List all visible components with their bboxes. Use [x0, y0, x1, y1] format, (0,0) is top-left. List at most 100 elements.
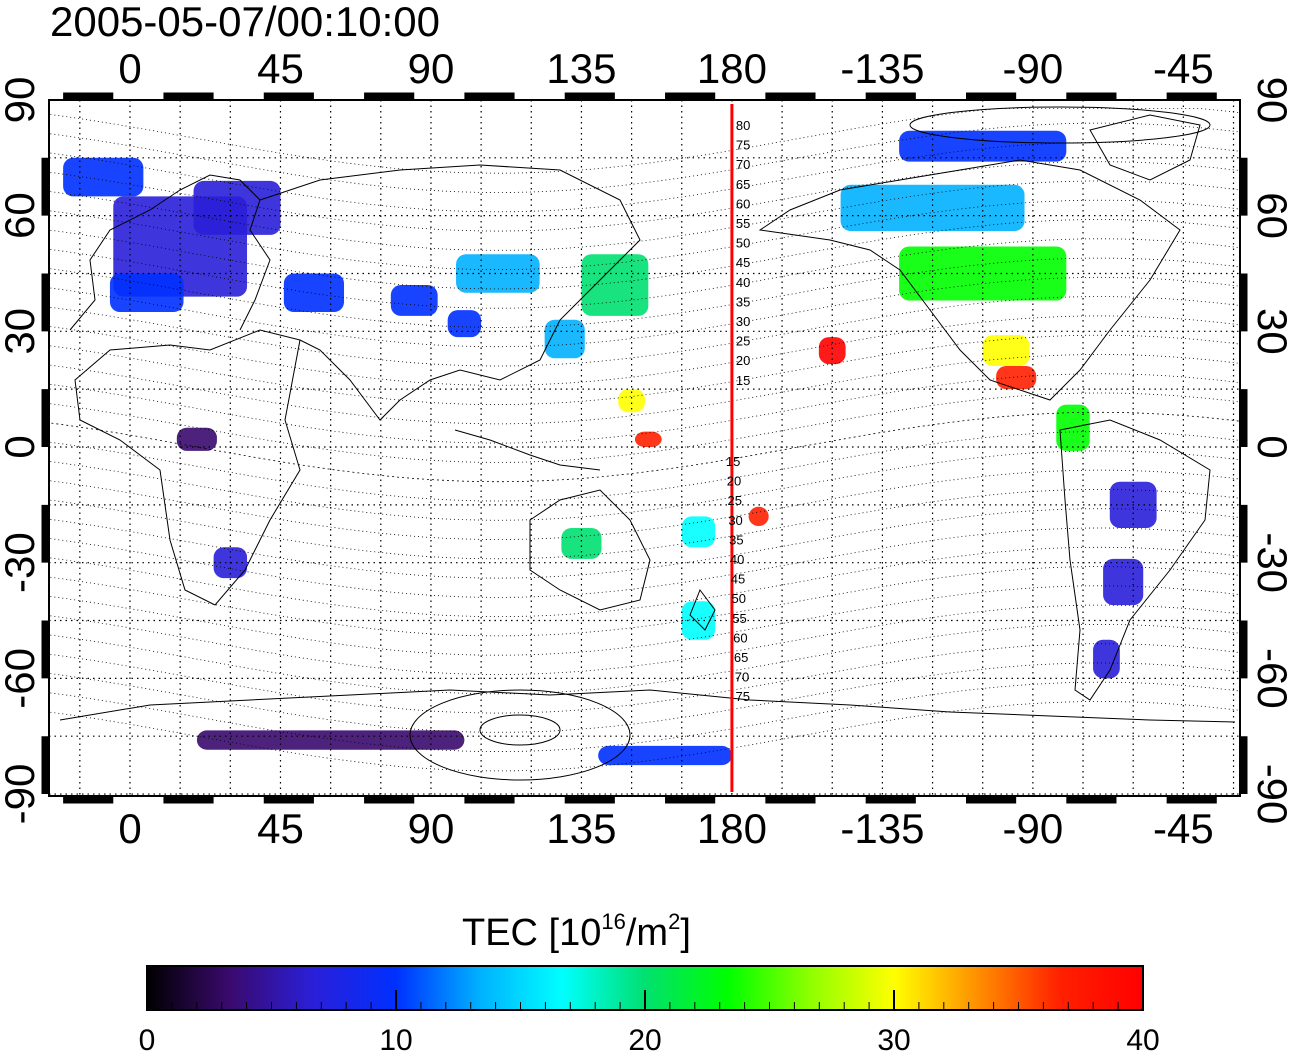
mlat-label-north: 50: [736, 236, 750, 251]
bottom-longitude-tick-label: -90: [1003, 805, 1064, 852]
mlat-label-north: 25: [736, 334, 750, 349]
right-latitude-ticks: 90 60 30 0 -30 -60 -90: [1249, 77, 1292, 825]
mlat-label-north: 75: [736, 138, 750, 153]
left-latitude-ticks: 90 60 30 0 -30 -60 -90: [0, 77, 43, 825]
colorbar-tick-label: 20: [628, 1024, 661, 1057]
magnetic-latitude-labels: 80 75 70 65 60 55 50 45 40 35 30 25 20 15 15 20 25 30 35 40…: [726, 118, 750, 704]
coastline-layer: [59, 106, 1236, 781]
right-latitude-tick-label: 60: [1249, 192, 1292, 239]
europe-coastline: [69, 174, 271, 331]
left-latitude-tick-label: -90: [0, 764, 43, 825]
tec-patch: [996, 366, 1037, 390]
tec-patch: [618, 389, 645, 413]
asia-coastline: [259, 164, 641, 421]
tec-patch: [1093, 639, 1120, 679]
mlat-label-south: 35: [729, 532, 743, 547]
left-latitude-tick-label: 90: [0, 77, 43, 124]
bottom-longitude-tick-label: 135: [546, 805, 616, 852]
mlat-label-north: 40: [736, 275, 750, 290]
mlat-contour: [49, 411, 1240, 483]
tec-patch: [899, 246, 1067, 301]
tec-patch: [193, 180, 281, 235]
top-longitude-tick-label: 0: [118, 45, 141, 92]
mlat-label-south: 70: [735, 670, 749, 685]
bottom-longitude-ticks: 0 45 90 135 180 -135 -90 -45: [118, 805, 1213, 852]
colorbar-tick-label: 40: [1126, 1024, 1159, 1057]
tec-patch: [818, 337, 846, 365]
north-america-coastline: [758, 159, 1181, 401]
mlat-label-north: 15: [736, 373, 750, 388]
top-longitude-tick-label: 135: [546, 45, 616, 92]
newzealand-coastline: [689, 588, 716, 631]
south-america-coastline: [1059, 419, 1211, 701]
top-longitude-tick-label: -45: [1153, 45, 1214, 92]
right-latitude-tick-label: -30: [1249, 532, 1292, 593]
bottom-longitude-tick-label: 0: [118, 805, 141, 852]
indonesia-coastline: [454, 429, 601, 471]
left-latitude-tick-label: 0: [0, 435, 43, 458]
left-latitude-tick-label: 60: [0, 192, 43, 239]
bottom-longitude-tick-label: 180: [697, 805, 767, 852]
top-longitude-tick-label: -135: [840, 45, 924, 92]
mlat-label-south: 30: [728, 513, 742, 528]
magnetic-pole-contour-south-inner: [479, 714, 561, 746]
tec-patch: [681, 516, 716, 548]
tec-patch: [1103, 558, 1144, 606]
mlat-label-south: 25: [728, 493, 742, 508]
colorbar-label: TEC [1016/m2]: [462, 909, 691, 954]
tec-patch: [176, 427, 217, 451]
bottom-longitude-tick-label: -135: [840, 805, 924, 852]
mlat-contour: [49, 108, 1240, 174]
top-longitude-tick-label: 90: [408, 45, 455, 92]
bottom-longitude-tick-label: 90: [408, 805, 455, 852]
tec-patch: [899, 130, 1067, 162]
tec-patch: [109, 273, 184, 313]
mlat-label-north: 30: [736, 314, 750, 329]
mlat-label-north: 65: [736, 177, 750, 192]
left-latitude-tick-label: 30: [0, 308, 43, 355]
mlat-label-south: 55: [732, 611, 746, 626]
magnetic-pole-contour-south-outer: [409, 689, 631, 781]
bottom-longitude-tick-label: 45: [257, 805, 304, 852]
tec-patch: [840, 184, 1025, 232]
tec-patch: [63, 157, 144, 197]
mlat-label-south: 50: [732, 591, 746, 606]
tec-data-layer: [63, 130, 1157, 766]
mlat-label-north: 20: [736, 353, 750, 368]
mlat-label-south: 40: [730, 552, 744, 567]
top-longitude-ticks: 0 45 90 135 180 -135 -90 -45: [118, 45, 1213, 92]
tec-patch: [283, 273, 345, 313]
colorbar-tick-label: 0: [139, 1024, 156, 1057]
figure-title: 2005-05-07/00:10:00: [50, 0, 440, 45]
right-latitude-tick-label: -90: [1249, 764, 1292, 825]
coordinate-grid: [49, 100, 1240, 796]
tec-patch: [456, 254, 540, 293]
australia-coastline: [529, 489, 651, 611]
tec-patch: [581, 254, 649, 316]
bottom-longitude-tick-label: -45: [1153, 805, 1214, 852]
mlat-label-north: 80: [736, 118, 750, 133]
right-latitude-tick-label: 30: [1249, 308, 1292, 355]
colorbar-tick-label: 10: [379, 1024, 412, 1057]
map-frame-ticks: [41, 92, 1248, 804]
colorbar-ticks: 0 10 20 30 40: [139, 990, 1160, 1057]
left-latitude-tick-label: -30: [0, 532, 43, 593]
mlat-label-north: 35: [736, 294, 750, 309]
right-latitude-tick-label: 0: [1249, 435, 1292, 458]
magnetic-latitude-contours: [49, 108, 1240, 772]
greenland-coastline: [1089, 114, 1201, 181]
tec-patch: [447, 310, 482, 338]
tec-patch: [982, 335, 1030, 367]
mlat-label-south: 20: [727, 474, 741, 489]
tec-patch: [196, 730, 465, 750]
tec-patch: [634, 431, 662, 447]
tec-patch: [561, 527, 602, 559]
top-longitude-tick-label: -90: [1003, 45, 1064, 92]
magnetic-pole-contour-north: [909, 106, 1211, 144]
tec-patch: [390, 285, 438, 316]
top-longitude-tick-label: 45: [257, 45, 304, 92]
right-latitude-tick-label: -60: [1249, 648, 1292, 709]
top-longitude-tick-label: 180: [697, 45, 767, 92]
tec-patch: [544, 319, 585, 359]
mlat-label-south: 75: [736, 689, 750, 704]
